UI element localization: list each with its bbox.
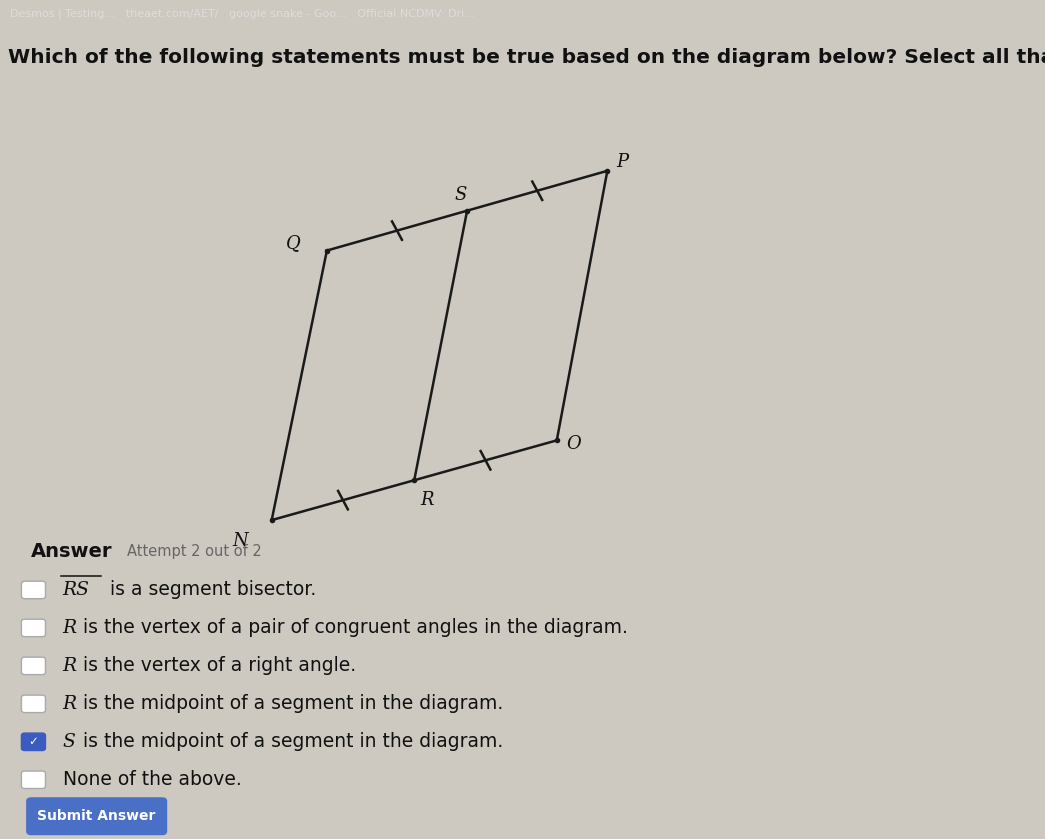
Text: Answer: Answer [31,543,113,561]
FancyBboxPatch shape [21,581,46,599]
Text: ✓: ✓ [28,735,39,748]
Text: Q: Q [286,234,301,252]
Text: Submit Answer: Submit Answer [38,810,156,823]
Text: RS: RS [63,581,90,599]
FancyBboxPatch shape [21,696,46,712]
Text: None of the above.: None of the above. [63,770,241,789]
Text: O: O [566,435,581,453]
Text: P: P [616,153,628,170]
Text: is the midpoint of a segment in the diagram.: is the midpoint of a segment in the diag… [77,732,504,751]
Text: R: R [63,695,77,713]
FancyBboxPatch shape [21,619,46,637]
Text: R: R [420,491,434,509]
FancyBboxPatch shape [21,771,46,789]
Text: S: S [63,732,75,751]
Text: is the midpoint of a segment in the diagram.: is the midpoint of a segment in the diag… [77,695,504,713]
Text: Which of the following statements must be true based on the diagram below? Selec: Which of the following statements must b… [8,49,1045,67]
FancyBboxPatch shape [21,733,46,751]
FancyBboxPatch shape [26,797,167,835]
Text: Attempt 2 out of 2: Attempt 2 out of 2 [127,545,262,560]
Text: R: R [63,657,77,675]
Text: R: R [63,619,77,637]
Text: is the vertex of a right angle.: is the vertex of a right angle. [77,656,356,675]
Text: S: S [455,186,467,205]
Text: N: N [232,533,249,550]
Text: Desmos | Testing...   theaet.com/AET/   google snake - Goo...   Official NCDMV: : Desmos | Testing... theaet.com/AET/ goog… [10,8,475,19]
FancyBboxPatch shape [21,657,46,675]
Text: is a segment bisector.: is a segment bisector. [104,581,317,599]
Text: is the vertex of a pair of congruent angles in the diagram.: is the vertex of a pair of congruent ang… [77,618,628,638]
